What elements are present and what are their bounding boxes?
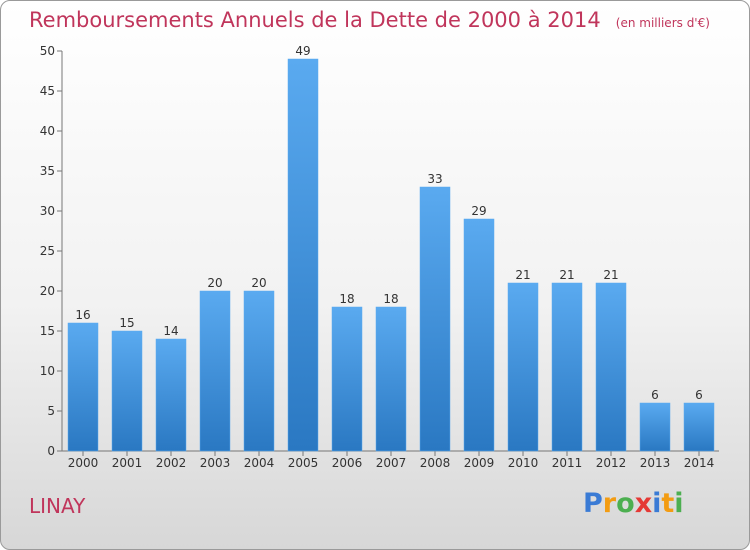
bar-value-label: 18 [339, 292, 354, 306]
logo-letter: i [674, 488, 684, 519]
x-tick-label: 2010 [508, 456, 539, 470]
bar-value-label: 6 [651, 388, 659, 402]
x-tick-label: 2002 [156, 456, 187, 470]
x-tick-label: 2013 [640, 456, 671, 470]
y-tick-label: 40 [40, 124, 55, 138]
bar [155, 338, 187, 452]
x-tick-label: 2001 [112, 456, 143, 470]
x-tick-label: 2009 [464, 456, 495, 470]
logo-letter: P [583, 488, 603, 519]
bar [67, 322, 99, 452]
x-tick-label: 2000 [68, 456, 99, 470]
x-tick-label: 2003 [200, 456, 231, 470]
x-tick-label: 2006 [332, 456, 363, 470]
bar [639, 402, 671, 452]
logo-letter: o [616, 488, 635, 519]
bar [595, 282, 627, 452]
x-tick-label: 2008 [420, 456, 451, 470]
y-tick-label: 10 [40, 364, 55, 378]
y-tick-label: 50 [40, 44, 55, 58]
bars: 16 15 14 20 20 49 18 18 33 29 21 21 21 6 6 [67, 44, 715, 452]
title-block: Remboursements Annuels de la Dette de 20… [29, 8, 710, 32]
y-tick-label: 15 [40, 324, 55, 338]
x-tick-label: 2004 [244, 456, 275, 470]
bar-value-label: 33 [427, 172, 442, 186]
y-tick-label: 0 [47, 444, 55, 458]
bar-value-label: 29 [471, 204, 486, 218]
bar [331, 306, 363, 452]
logo-letter: r [602, 488, 617, 519]
bar [375, 306, 407, 452]
bar-value-label: 21 [559, 268, 574, 282]
y-tick-label: 5 [47, 404, 55, 418]
chart-subtitle: (en milliers d'€) [615, 16, 710, 30]
bar-value-label: 14 [163, 324, 178, 338]
bar [199, 290, 231, 452]
bar [683, 402, 715, 452]
bar-value-label: 20 [207, 276, 222, 290]
bar-value-label: 18 [383, 292, 398, 306]
bar [507, 282, 539, 452]
bar [551, 282, 583, 452]
bar-value-label: 49 [295, 44, 310, 58]
bar [287, 58, 319, 452]
x-tick-label: 2011 [552, 456, 583, 470]
proxiti-logo: Proxiti [583, 488, 684, 519]
y-tick-label: 35 [40, 164, 55, 178]
bar [243, 290, 275, 452]
bar-value-label: 21 [515, 268, 530, 282]
x-tick-label: 2012 [596, 456, 627, 470]
y-tick-label: 30 [40, 204, 55, 218]
logo-letter: t [661, 488, 675, 519]
axes: 0 5 10 15 20 25 30 35 40 45 50 2000 2001 2002 2003 2004… [40, 44, 719, 470]
bar [111, 330, 143, 452]
chart-title: Remboursements Annuels de la Dette de 20… [29, 8, 601, 32]
bar-value-label: 20 [251, 276, 266, 290]
logo-letter: i [652, 488, 662, 519]
bar [463, 218, 495, 452]
bar-value-label: 6 [695, 388, 703, 402]
commune-name: LINAY [29, 494, 86, 518]
bar [419, 186, 451, 452]
y-tick-label: 25 [40, 244, 55, 258]
logo-letter: x [634, 488, 653, 519]
y-tick-label: 45 [40, 84, 55, 98]
x-tick-label: 2005 [288, 456, 319, 470]
bar-value-label: 21 [603, 268, 618, 282]
bar-value-label: 15 [119, 316, 134, 330]
bar-value-label: 16 [75, 308, 90, 322]
x-tick-label: 2014 [684, 456, 715, 470]
y-tick-label: 20 [40, 284, 55, 298]
x-tick-label: 2007 [376, 456, 407, 470]
